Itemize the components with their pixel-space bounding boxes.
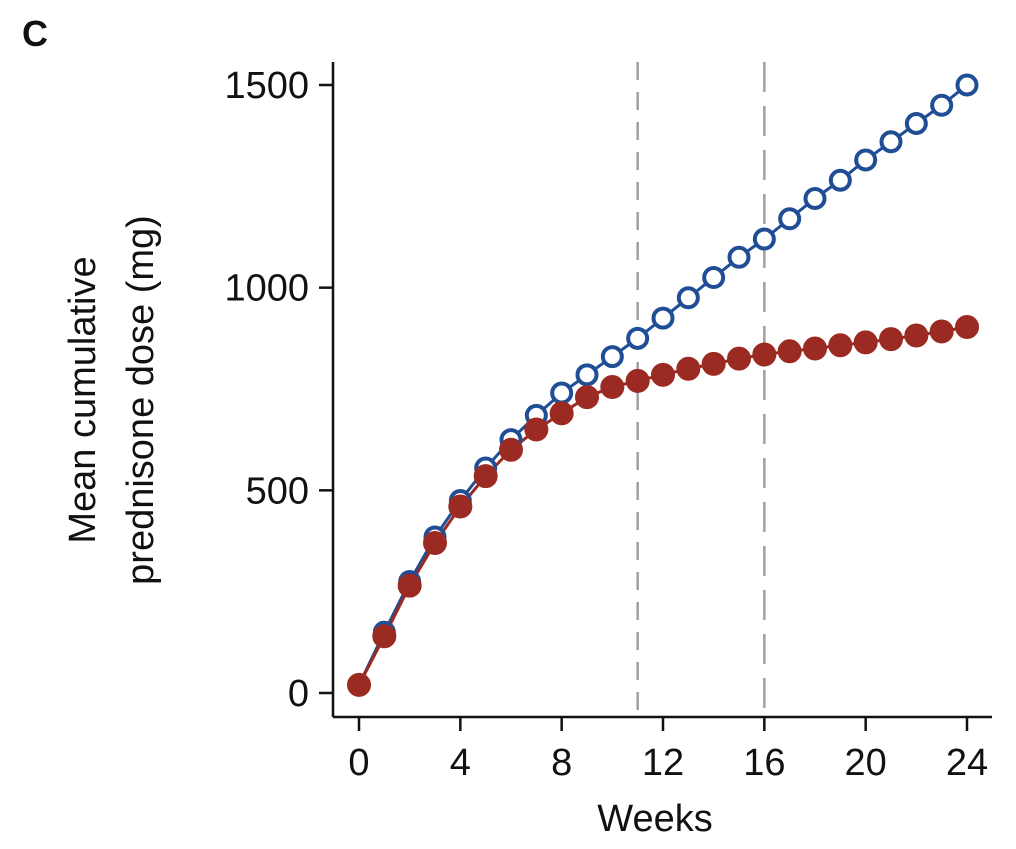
series-2-point [701,351,726,376]
series-2-point [625,368,650,393]
series-2-point [423,531,447,556]
series-1-point [550,381,574,405]
series-2-point [853,330,878,355]
series-1-point [727,245,751,269]
x-tick-label: 24 [946,742,988,784]
y-tick-label: 500 [246,470,309,512]
y-tick-label: 1000 [224,268,309,310]
series-2-point [929,319,954,344]
series-1-point [752,227,776,251]
series-2-point [676,356,701,381]
series-2-point [347,672,371,697]
y-tick-label: 1500 [224,65,309,107]
x-tick-label: 20 [845,742,887,784]
series-1-point [676,286,700,310]
series-1-point [626,326,650,350]
series-1-point [854,148,878,172]
panel-label: C [22,13,48,54]
series-2-point [879,327,903,352]
x-axis-title: Weeks [597,798,712,840]
reference-lines [636,62,766,717]
series-1-point [828,168,852,192]
series-2-point [524,417,549,442]
series-1-point [575,363,599,387]
series-2-point [727,346,751,371]
series-2-point [575,385,599,410]
series-2-point [473,464,498,489]
x-ticks: 0 4 8 12 16 20 24 [348,717,988,784]
series-2-point [499,437,523,462]
x-tick-label: 12 [642,742,684,784]
series-2-point [752,342,777,367]
series-1-point [955,73,979,97]
series-layer [347,73,979,697]
series-2-point [828,333,853,358]
series-2-point [904,323,929,348]
x-tick-label: 8 [551,742,572,784]
y-ticks: 0 500 1000 1500 [224,65,333,715]
series-2-point [803,336,827,361]
y-axis-title-line-1: Mean cumulative [62,256,104,543]
series-2-point [448,494,473,519]
series-2-point [372,624,397,649]
series-2-point [600,374,625,399]
series-2-point [777,339,802,364]
series-2-point [397,573,422,598]
series-1-point [803,186,827,210]
axes [331,62,992,719]
x-tick-label: 16 [743,742,785,784]
series-1-point [904,112,928,136]
series-2-point [651,362,675,387]
series-1-point [930,93,954,117]
series-1-point [879,130,903,154]
y-tick-label: 0 [288,673,309,715]
series-1-point [778,207,802,231]
series-1-point [702,266,726,290]
series-2-point [549,401,574,426]
x-tick-label: 4 [450,742,471,784]
x-tick-label: 0 [348,742,369,784]
y-axis-title-line-2: prednisone dose (mg) [120,215,162,585]
series-2-point [955,314,979,339]
y-axis-title: Mean cumulative prednisone dose (mg) [62,215,162,585]
series-1-point [651,306,675,330]
series-1-point [600,345,624,369]
